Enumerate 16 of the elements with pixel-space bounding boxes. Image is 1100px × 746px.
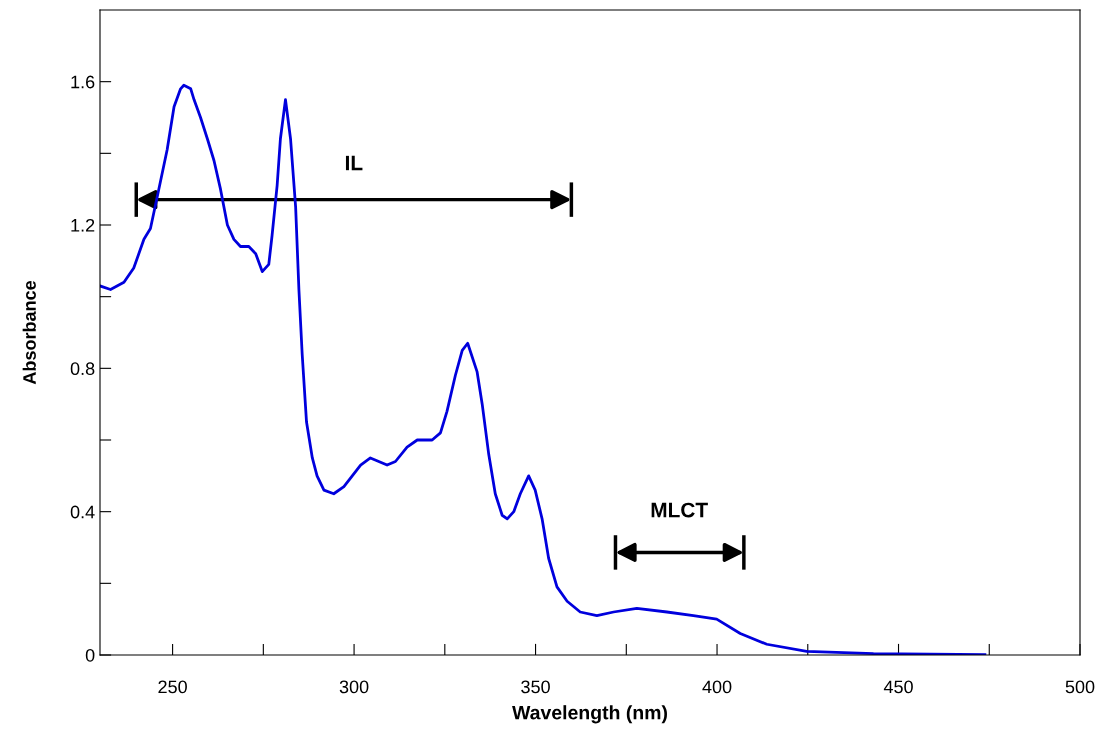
annotation: MLCT — [651, 502, 708, 518]
x-tick-label: 500 — [1065, 680, 1095, 694]
x-tick-label: 450 — [883, 680, 913, 694]
y-tick-label: 0.4 — [70, 505, 95, 519]
line-series — [100, 83, 987, 655]
x-tick-label: 250 — [158, 680, 187, 694]
y-tick-label: 0.8 — [70, 362, 95, 376]
x-tick-label: 400 — [702, 680, 732, 694]
y-tick-label: 0 — [85, 648, 95, 662]
annotation: IL — [345, 155, 363, 171]
x-tick-label: 350 — [521, 680, 550, 694]
y-tick-label: 1.6 — [71, 75, 95, 89]
y-axis-title: Absorbance — [22, 280, 36, 385]
y-tick-label: 1.2 — [71, 218, 95, 232]
x-axis-title: Wavelength (nm) — [512, 705, 667, 724]
x-tick-label: 300 — [339, 680, 369, 694]
